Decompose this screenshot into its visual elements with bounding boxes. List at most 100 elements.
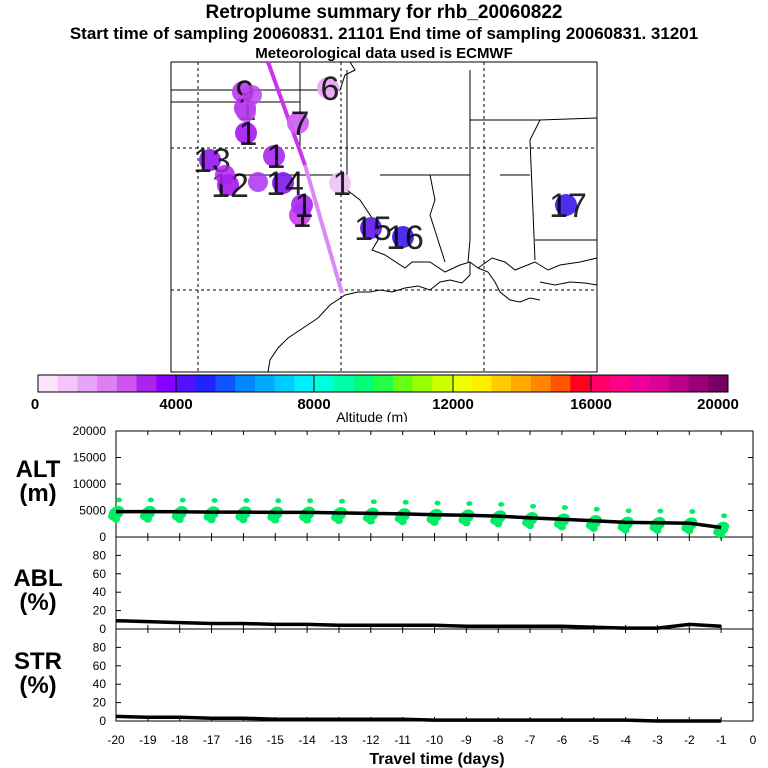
colorbar-cell	[609, 375, 630, 392]
x-tick-label: -5	[588, 733, 599, 747]
colorbar-cell	[471, 375, 492, 392]
chart-title: Retroplume summary for rhb_20060822	[205, 2, 563, 23]
colorbar-cell	[373, 375, 394, 392]
altitude-particle	[147, 497, 154, 503]
x-tick-label: -3	[652, 733, 663, 747]
x-tick-label: -17	[203, 733, 221, 747]
colorbar-cell	[353, 375, 374, 392]
altitude-particle	[239, 516, 248, 524]
colorbar-cell	[629, 375, 650, 392]
altitude-colorbar: 0 4000 8000 12000 16000 20000 Altitude (…	[31, 374, 739, 422]
series-line-alt	[116, 509, 722, 530]
altitude-particle	[303, 517, 312, 524]
met-data-source: Meteorological data used is ECMWF	[255, 45, 513, 62]
colorbar-cell	[668, 375, 690, 392]
colorbar-cell	[590, 375, 611, 392]
altitude-particle	[557, 523, 566, 531]
altitude-particle	[685, 527, 694, 535]
retroplume-point-13: 15	[354, 210, 392, 248]
altitude-particle	[593, 506, 600, 512]
colorbar-cell	[570, 375, 591, 392]
alt-panel-label: ALT (m)	[3, 458, 73, 506]
colorbar-cell	[215, 375, 236, 392]
sampling-times: Start time of sampling 20060831. 21101 E…	[69, 24, 699, 43]
series-line-str	[115, 714, 722, 723]
colorbar-cell	[412, 375, 433, 392]
altitude-particle	[271, 517, 280, 524]
altitude-particle	[430, 519, 439, 526]
altitude-particle	[466, 501, 473, 507]
altitude-particle	[462, 520, 471, 527]
y-tick-label: 60	[93, 567, 107, 581]
altitude-particle	[498, 502, 505, 507]
colorbar-cell	[392, 375, 414, 392]
abl-panel-frame	[115, 536, 754, 630]
point-day-label: 1	[267, 138, 286, 176]
retroplume-extra-point	[236, 102, 256, 122]
str-label-unit: (%)	[19, 672, 57, 699]
abl-label-unit: (%)	[19, 589, 57, 616]
colorbar-tick-0: 0	[31, 396, 39, 413]
y-tick-label: 60	[93, 659, 107, 673]
colorbar-cell	[235, 375, 256, 392]
retroplume-extra-point	[215, 165, 235, 185]
graticule	[171, 62, 597, 372]
x-tick-label: -10	[426, 733, 444, 747]
y-tick-label: 15000	[73, 451, 107, 465]
abl-label-top: ABL	[13, 565, 63, 592]
altitude-particle	[625, 508, 632, 514]
x-tick-label: -15	[267, 733, 285, 747]
point-day-label: 1	[239, 115, 258, 153]
altitude-particle	[653, 527, 662, 534]
colorbar-cell	[491, 375, 512, 392]
x-tick-label: -18	[171, 733, 189, 747]
altitude-particle	[243, 498, 250, 503]
y-tick-label: 0	[99, 530, 106, 544]
x-tick-label: -20	[107, 733, 125, 747]
altitude-particle	[717, 532, 726, 539]
x-tick-label: -12	[362, 733, 380, 747]
colorbar-cell	[432, 375, 453, 392]
colorbar-tick-20000: 20000	[697, 396, 739, 413]
str-label-top: STR	[14, 648, 62, 675]
altitude-particle	[402, 499, 409, 505]
colorbar-cell	[156, 375, 177, 392]
point-day-label: 15	[354, 210, 392, 248]
altitude-particle	[175, 516, 184, 523]
colorbar-tick-8000: 8000	[297, 396, 330, 413]
y-tick-label: 0	[99, 714, 106, 728]
plume-track-north	[266, 61, 307, 166]
colorbar-cell	[294, 375, 315, 392]
x-tick-label: 0	[750, 733, 757, 747]
altitude-particle	[434, 500, 441, 506]
x-tick-label: -4	[620, 733, 631, 747]
colorbar-cell	[38, 375, 59, 392]
y-tick-label: 10000	[73, 477, 107, 491]
altitude-particle	[589, 525, 598, 532]
retroplume-point-10: 1	[329, 165, 351, 203]
x-tick-label: -1	[716, 733, 727, 747]
x-tick-label: -11	[394, 733, 411, 747]
altitude-particle	[307, 498, 314, 504]
colorbar-cell	[136, 375, 157, 392]
colorbar-cell	[333, 375, 354, 392]
retroplume-extra-point	[248, 172, 268, 192]
y-tick-label: 0	[99, 622, 106, 636]
altitude-particle	[689, 509, 696, 514]
x-tick-label: -13	[330, 733, 348, 747]
colorbar-cell	[77, 375, 98, 392]
colorbar-cell	[530, 375, 552, 392]
x-tick-label: -8	[493, 733, 504, 747]
colorbar-cell	[511, 375, 532, 392]
colorbar-cell	[688, 375, 709, 392]
x-tick-label: -2	[684, 733, 695, 747]
y-tick-label: 20	[93, 696, 107, 710]
altitude-particle	[657, 508, 664, 514]
alt-label-top: ALT	[15, 456, 61, 483]
y-tick-label: 5000	[79, 504, 106, 518]
point-day-label: 7	[291, 105, 310, 143]
altitude-particle	[207, 516, 216, 524]
x-tick-label: -6	[557, 733, 568, 747]
gulf-coastline	[267, 274, 471, 373]
